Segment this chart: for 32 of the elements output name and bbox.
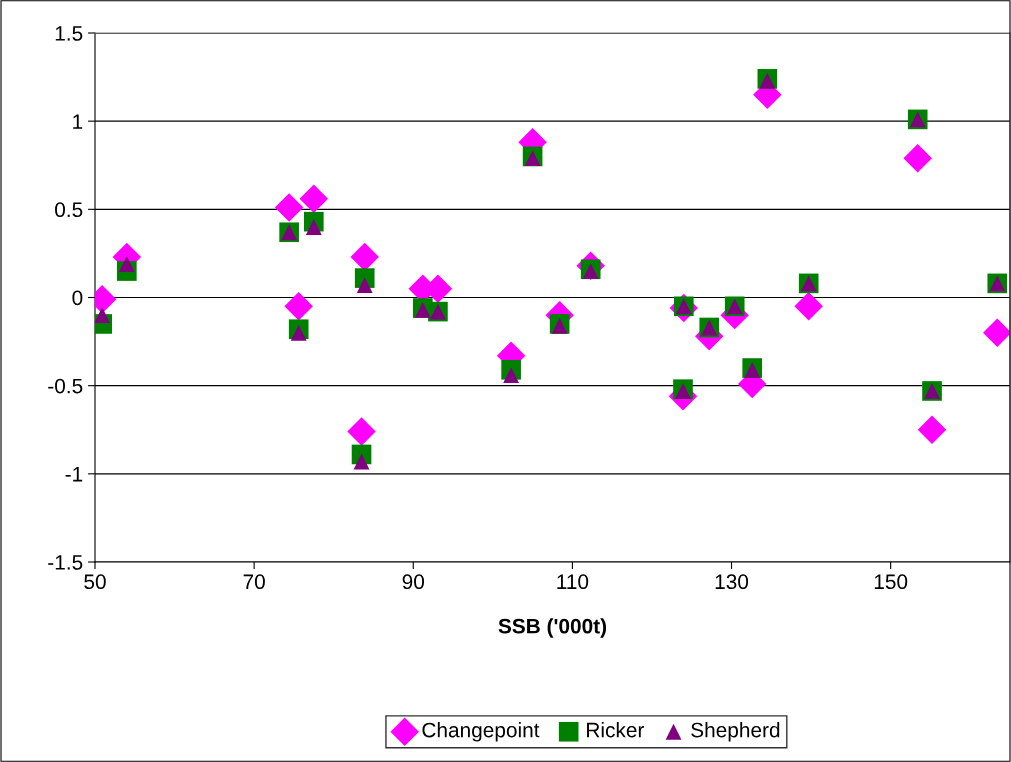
x-tick-label: 130 (715, 574, 749, 590)
point (917, 415, 947, 444)
x-tick-label: 70 (243, 574, 265, 590)
x-tick-label: 90 (402, 574, 425, 590)
point (347, 417, 376, 446)
y-tick-label: -1.5 (48, 555, 83, 570)
point (95, 307, 111, 324)
point (353, 453, 370, 470)
x-tick-label: 150 (874, 574, 908, 590)
x-tick-label: 50 (84, 574, 106, 590)
point (274, 193, 304, 222)
point (290, 324, 307, 341)
point (903, 143, 932, 173)
x-axis-title: SSB ('000t) (498, 618, 607, 638)
point (284, 292, 313, 321)
point (299, 184, 329, 213)
point (983, 318, 1010, 347)
y-tick-label: 1.5 (55, 26, 83, 41)
x-tick-label: 110 (557, 574, 589, 590)
y-tick-label: 1 (73, 114, 83, 129)
point (794, 292, 823, 321)
legend-label: Ricker (587, 722, 645, 738)
point (305, 219, 322, 235)
legend-label: Shepherd (691, 722, 780, 742)
point (503, 367, 520, 383)
y-tick-label: -1 (65, 467, 83, 482)
y-tick-label: 0.5 (55, 202, 83, 218)
point (356, 277, 373, 294)
y-tick-label: -0.5 (48, 378, 83, 394)
y-tick-label: 0 (72, 290, 83, 306)
point (118, 256, 135, 272)
legend-label: Changepoint (422, 722, 540, 742)
